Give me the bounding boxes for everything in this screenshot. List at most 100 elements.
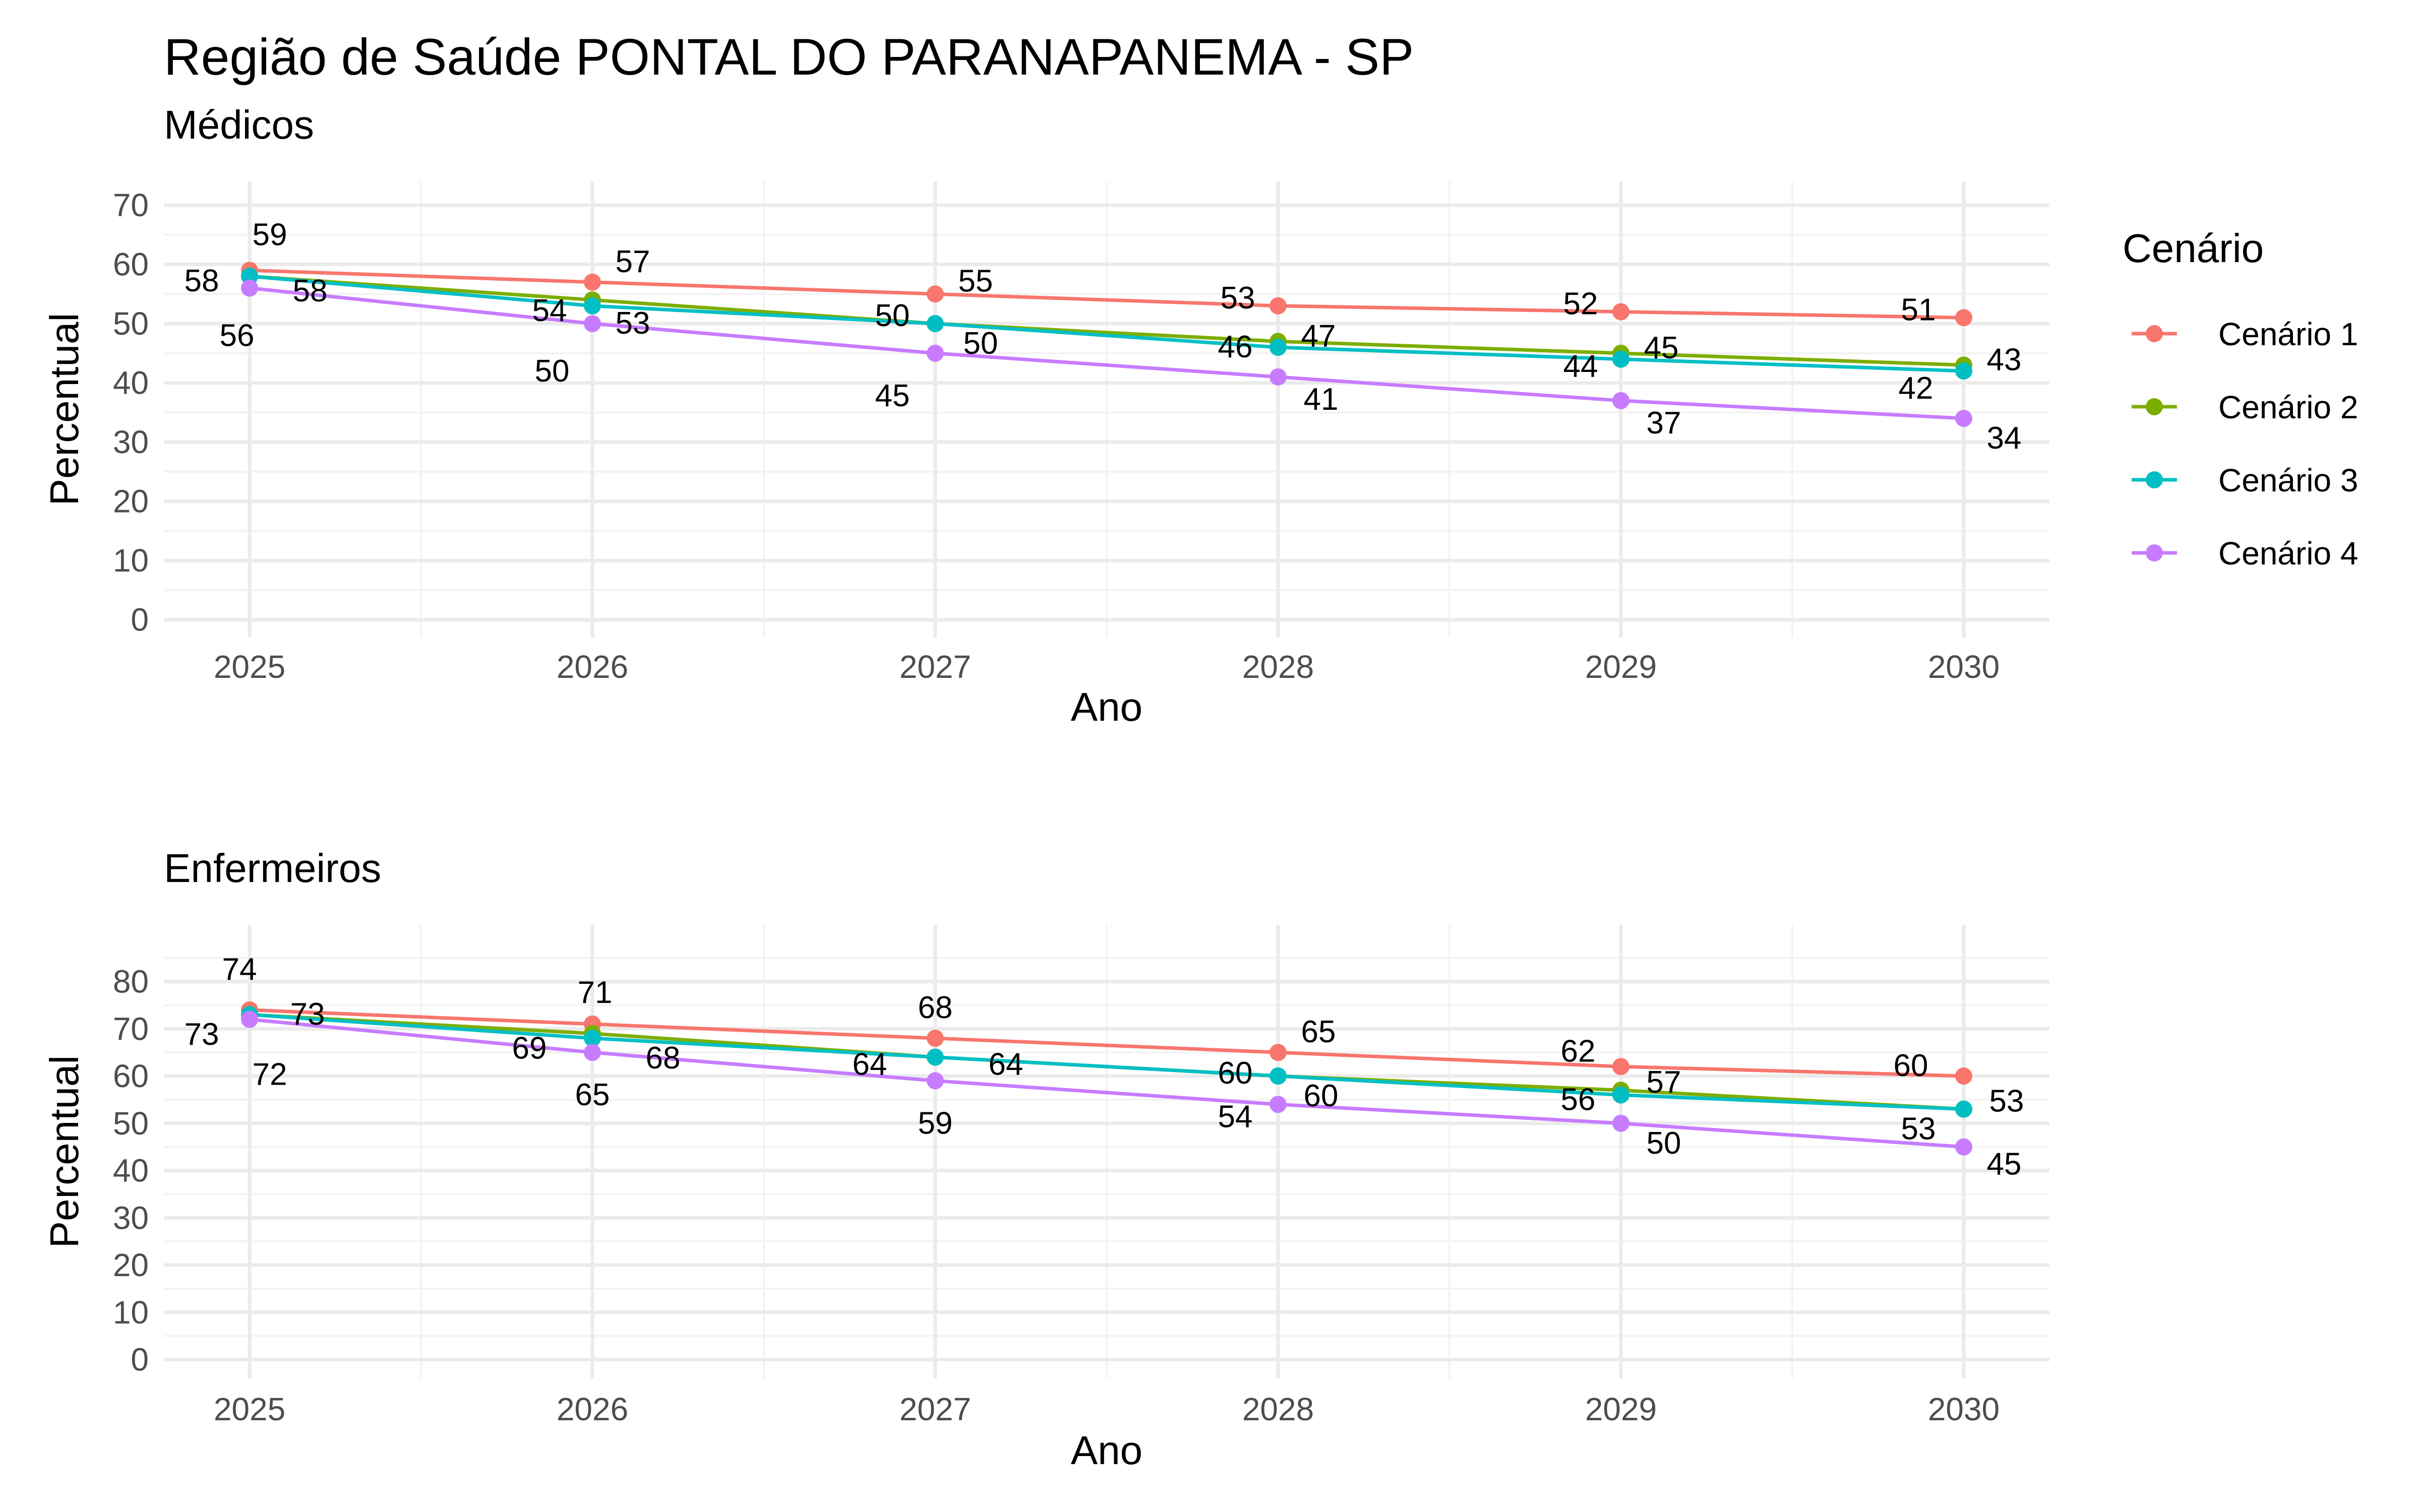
legend-item-label: Cenário 2 bbox=[2218, 389, 2358, 425]
series-line-cenario-1 bbox=[249, 268, 1964, 320]
data-point-cenario-1 bbox=[584, 273, 601, 291]
data-point-cenario-1 bbox=[1612, 1058, 1629, 1076]
data-label-cenario-1: 59 bbox=[253, 217, 287, 252]
data-label-cenario-1: 74 bbox=[222, 952, 257, 987]
legend-key-point bbox=[2146, 325, 2163, 342]
data-label-cenario-2: 43 bbox=[1987, 342, 2022, 377]
data-point-cenario-3 bbox=[241, 268, 258, 285]
data-point-cenario-4 bbox=[1269, 368, 1287, 386]
data-point-cenario-1 bbox=[1955, 1067, 1972, 1085]
x-tick-label: 2026 bbox=[557, 649, 628, 685]
data-point-cenario-4 bbox=[584, 315, 601, 333]
legend-key-point bbox=[2146, 544, 2163, 561]
y-tick-label: 80 bbox=[113, 964, 149, 1000]
data-label-cenario-4: 56 bbox=[220, 319, 255, 353]
y-tick-label: 70 bbox=[113, 1011, 149, 1047]
x-axis-title: Ano bbox=[1071, 684, 1142, 729]
legend-key-point bbox=[2146, 398, 2163, 415]
data-label-cenario-1: 53 bbox=[1221, 281, 1255, 316]
y-tick-label: 30 bbox=[113, 424, 149, 460]
data-point-cenario-3 bbox=[927, 315, 944, 333]
data-point-cenario-4 bbox=[1612, 1114, 1629, 1132]
data-label-cenario-3: 73 bbox=[290, 997, 325, 1032]
y-tick-label: 40 bbox=[113, 1153, 149, 1189]
data-label-cenario-2: 53 bbox=[1989, 1084, 2024, 1119]
data-point-cenario-4 bbox=[241, 279, 258, 297]
data-label-cenario-2: 69 bbox=[512, 1031, 547, 1066]
data-point-cenario-1 bbox=[1269, 297, 1287, 314]
data-label-cenario-3: 46 bbox=[1218, 330, 1253, 364]
series-line-cenario-4 bbox=[249, 286, 1964, 420]
data-point-cenario-4 bbox=[1955, 410, 1972, 427]
y-tick-label: 10 bbox=[113, 1294, 149, 1331]
data-point-cenario-1 bbox=[927, 285, 944, 303]
series-line-cenario-3 bbox=[249, 1013, 1964, 1111]
data-label-cenario-3: 64 bbox=[989, 1047, 1023, 1082]
data-label-cenario-4: 50 bbox=[535, 354, 570, 389]
y-tick-label: 60 bbox=[113, 1058, 149, 1094]
y-tick-label: 50 bbox=[113, 1105, 149, 1142]
data-point-cenario-3 bbox=[584, 297, 601, 314]
y-tick-label: 20 bbox=[113, 483, 149, 520]
data-point-cenario-3 bbox=[1612, 350, 1629, 368]
data-label-cenario-4: 45 bbox=[875, 379, 910, 413]
series-line-cenario-1 bbox=[249, 1008, 1964, 1078]
data-label-cenario-3: 60 bbox=[1304, 1079, 1339, 1113]
panel-subtitle: Médicos bbox=[164, 102, 314, 147]
x-axis-title: Ano bbox=[1071, 1428, 1142, 1473]
data-label-cenario-1: 51 bbox=[1901, 292, 1936, 327]
data-point-cenario-4 bbox=[241, 1011, 258, 1028]
data-label-cenario-1: 57 bbox=[616, 244, 650, 279]
y-axis-title: Percentual bbox=[42, 1055, 87, 1248]
data-point-cenario-3 bbox=[1612, 1086, 1629, 1104]
data-label-cenario-3: 53 bbox=[1901, 1112, 1936, 1147]
data-label-cenario-3: 50 bbox=[963, 326, 998, 361]
x-tick-label: 2027 bbox=[899, 1391, 971, 1427]
legend-item-label: Cenário 4 bbox=[2218, 535, 2358, 572]
x-tick-label: 2025 bbox=[214, 1391, 285, 1427]
x-tick-label: 2030 bbox=[1928, 1391, 2000, 1427]
legend-item-label: Cenário 1 bbox=[2218, 316, 2358, 352]
data-label-cenario-2: 45 bbox=[1644, 331, 1679, 365]
y-tick-label: 60 bbox=[113, 246, 149, 283]
data-label-cenario-4: 34 bbox=[1987, 421, 2022, 456]
data-label-cenario-4: 37 bbox=[1647, 406, 1681, 440]
data-point-cenario-3 bbox=[1955, 1100, 1972, 1118]
data-point-cenario-3 bbox=[584, 1030, 601, 1047]
data-label-cenario-3: 56 bbox=[1561, 1083, 1596, 1117]
y-tick-label: 0 bbox=[131, 602, 149, 638]
y-tick-label: 0 bbox=[131, 1342, 149, 1378]
data-label-cenario-2: 54 bbox=[532, 293, 567, 328]
data-point-cenario-4 bbox=[1955, 1138, 1972, 1156]
data-label-cenario-3: 68 bbox=[646, 1041, 681, 1076]
data-label-cenario-1: 68 bbox=[918, 990, 953, 1025]
series-line-cenario-4 bbox=[249, 1018, 1964, 1149]
data-label-cenario-3: 42 bbox=[1899, 371, 1933, 406]
data-point-cenario-4 bbox=[1269, 1096, 1287, 1113]
x-tick-label: 2030 bbox=[1928, 649, 2000, 685]
data-label-cenario-4: 65 bbox=[575, 1078, 610, 1112]
legend-key-point bbox=[2146, 471, 2163, 488]
x-tick-label: 2029 bbox=[1585, 1391, 1657, 1427]
data-label-cenario-4: 41 bbox=[1304, 382, 1339, 417]
series-line-cenario-3 bbox=[249, 274, 1964, 373]
x-tick-label: 2026 bbox=[557, 1391, 628, 1427]
x-tick-label: 2028 bbox=[1242, 649, 1314, 685]
data-label-cenario-1: 52 bbox=[1563, 287, 1598, 322]
data-label-cenario-1: 60 bbox=[1894, 1048, 1928, 1083]
y-tick-label: 40 bbox=[113, 365, 149, 401]
data-point-cenario-4 bbox=[1612, 392, 1629, 409]
y-tick-label: 30 bbox=[113, 1200, 149, 1236]
y-tick-label: 50 bbox=[113, 305, 149, 342]
panel-subtitle: Enfermeiros bbox=[164, 846, 381, 891]
legend-item-label: Cenário 3 bbox=[2218, 462, 2358, 498]
data-label-cenario-2: 73 bbox=[185, 1017, 219, 1052]
data-label-cenario-4: 72 bbox=[253, 1057, 287, 1092]
legend: Cenário Cenário 1 Cenário 2 Cenário 3 Cenári… bbox=[2123, 226, 2358, 572]
series-line-cenario-2 bbox=[249, 274, 1964, 367]
data-point-cenario-3 bbox=[1269, 1067, 1287, 1085]
data-label-cenario-2: 58 bbox=[185, 264, 219, 298]
data-label-cenario-1: 55 bbox=[958, 264, 993, 298]
